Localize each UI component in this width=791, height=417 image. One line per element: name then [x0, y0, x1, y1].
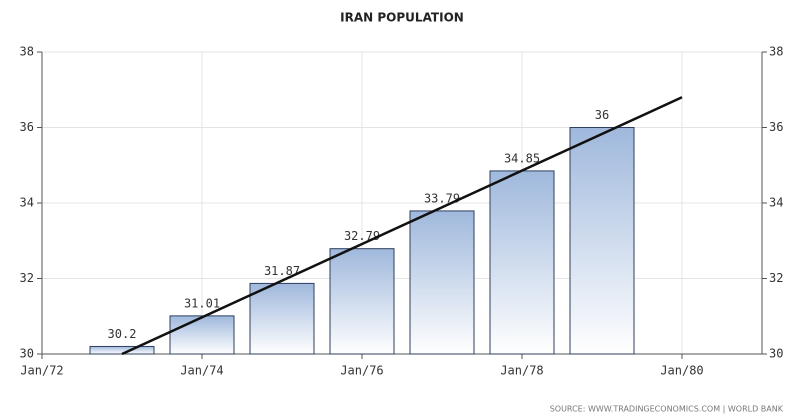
value-label: 30.2	[108, 327, 137, 341]
y2-tick-label: 38	[769, 45, 783, 59]
y2-tick-label: 36	[769, 120, 783, 134]
source-note: SOURCE: WWW.TRADINGECONOMICS.COM | WORLD…	[550, 405, 784, 414]
value-label: 31.01	[184, 296, 220, 310]
x-tick-label: Jan/76	[340, 364, 383, 378]
y2-tick-label: 30	[769, 347, 783, 361]
y-tick-label: 32	[20, 271, 34, 285]
bar	[410, 211, 474, 354]
y2-tick-label: 32	[769, 271, 783, 285]
y-tick-label: 36	[20, 120, 34, 134]
chart-title: IRAN POPULATION	[340, 11, 464, 25]
value-label: 34.85	[504, 151, 540, 165]
bar	[170, 316, 234, 354]
y-tick-label: 34	[20, 196, 34, 210]
bar	[250, 283, 314, 354]
y2-tick-label: 34	[769, 196, 783, 210]
value-label: 33.79	[424, 191, 460, 205]
bar	[570, 128, 634, 355]
x-tick-label: Jan/80	[660, 364, 703, 378]
y-tick-label: 30	[20, 347, 34, 361]
x-tick-label: Jan/78	[500, 364, 543, 378]
value-label: 32.79	[344, 229, 380, 243]
bar	[490, 171, 554, 354]
x-tick-label: Jan/74	[180, 364, 223, 378]
bar	[330, 249, 394, 354]
y-tick-label: 38	[20, 45, 34, 59]
value-label: 36	[595, 108, 609, 122]
chart: IRAN POPULATION SOURCE: WWW.TRADINGECONO…	[0, 0, 791, 417]
x-tick-label: Jan/72	[20, 364, 63, 378]
